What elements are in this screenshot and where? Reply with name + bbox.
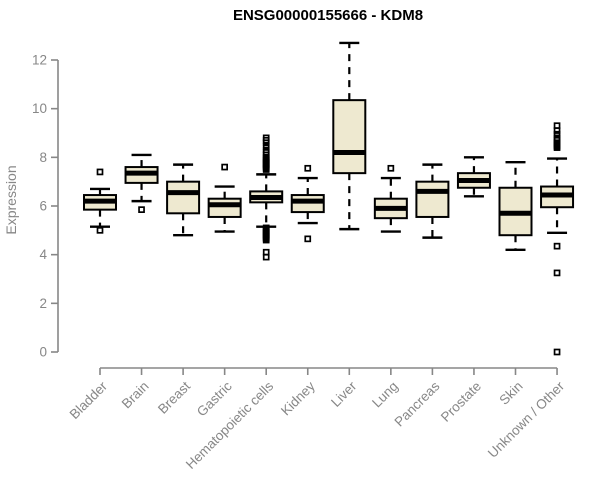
outlier-point [304,235,312,243]
box-liver [332,99,367,175]
box-gastric [207,197,242,218]
x-tick-label: Liver [328,378,360,410]
outlier-point [262,146,270,154]
outlier-point [262,236,270,244]
outlier-point [262,134,270,142]
y-axis-label: Expression [3,165,19,234]
x-tick-label: Gastric [194,378,235,419]
outlier-point [262,253,270,261]
x-tick-label: Kidney [278,378,318,418]
y-tick-label: 0 [39,345,47,360]
x-tick-label: Brain [119,379,152,412]
x-tick-label: Lung [369,379,401,411]
outlier-point [138,206,145,213]
chart-title: ENSG00000155666 - KDM8 [233,7,423,24]
outlier-point [553,134,561,142]
outlier-point [262,143,270,150]
outlier-point [553,269,561,277]
x-tick-label: Breast [155,378,193,416]
outlier-point [387,164,395,172]
y-tick-label: 2 [39,296,47,311]
y-tick-label: 4 [39,247,47,262]
outlier-point [221,163,228,171]
outlier-point [96,168,104,176]
x-tick-label: Prostate [438,379,484,425]
x-tick-label: Skin [496,379,525,408]
box-pancreas [415,180,450,218]
y-tick-label: 8 [39,150,47,165]
y-tick-label: 6 [39,199,47,214]
outlier-point [553,122,561,130]
outlier-point [553,242,561,250]
outlier-point [553,130,561,138]
outlier-point [553,348,561,356]
x-tick-label: Bladder [67,378,111,422]
outlier-point [96,226,104,234]
y-tick-label: 12 [32,53,47,68]
y-tick-label: 10 [32,101,47,116]
x-tick-label: Pancreas [392,378,443,429]
box-breast [166,180,201,215]
outlier-point [304,164,312,172]
x-tick-label: Unknown / Other [485,378,568,461]
